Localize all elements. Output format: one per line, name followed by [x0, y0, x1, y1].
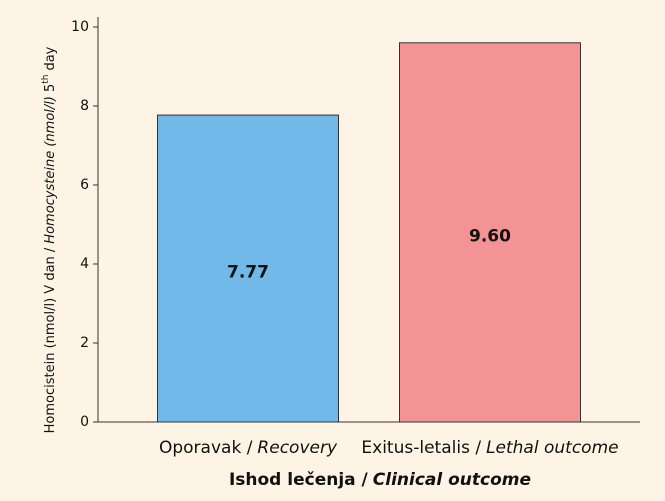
y-label-day-number: 5: [43, 84, 58, 92]
category-english: Lethal outcome: [486, 438, 619, 458]
x-tick-label: Oporavak / Recovery: [159, 438, 338, 458]
value-label: 7.77: [227, 263, 269, 283]
x-axis-label: Ishod lečenja / Clinical outcome: [229, 470, 531, 490]
value-label: 9.60: [469, 226, 511, 246]
y-label-english: Homocysteine (nmol/l): [43, 96, 58, 244]
y-axis-label: Homocistein (nmol/l) V dan / Homocysteine…: [41, 46, 58, 433]
y-tick-label: 10: [71, 19, 89, 35]
y-tick-label: 6: [80, 177, 89, 193]
y-label-day: day: [43, 46, 58, 70]
bar: [399, 42, 581, 423]
category-local: Exitus-letalis /: [361, 438, 481, 458]
y-label-local: Homocistein (nmol/l) V dan /: [43, 247, 58, 433]
y-tick-label: 8: [80, 98, 89, 114]
x-label-english: Clinical outcome: [373, 470, 531, 490]
category-local: Oporavak /: [159, 438, 253, 458]
bar: [157, 114, 339, 423]
category-english: Recovery: [257, 438, 338, 458]
x-label-local: Ishod lečenja /: [229, 470, 369, 490]
y-tick-label: 0: [80, 414, 89, 430]
y-label-suffix: th: [41, 75, 51, 84]
x-tick-label: Exitus-letalis / Lethal outcome: [361, 438, 618, 458]
y-tick-label: 4: [80, 256, 89, 272]
y-tick-label: 2: [80, 335, 89, 351]
